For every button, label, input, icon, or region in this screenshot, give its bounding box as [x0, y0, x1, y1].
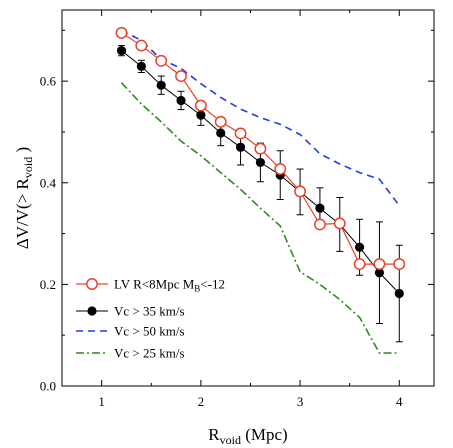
data-point-vc35: [394, 288, 404, 299]
series-line-vc25: [120, 82, 400, 354]
data-point-lv: [373, 258, 386, 271]
data-point-vc35: [176, 95, 186, 106]
data-point-vc35: [156, 80, 166, 90]
x-tick-label: 1: [98, 394, 105, 409]
legend-label-vc35: Vc > 35 km/s: [114, 304, 185, 319]
legend-label-vc25: Vc > 25 km/s: [114, 346, 185, 361]
data-point-lv: [115, 26, 128, 39]
data-point-lv: [333, 217, 346, 230]
data-point-lv: [194, 99, 207, 112]
legend-marker-lv: [86, 278, 98, 290]
x-axis-title: Rvoid (Mpc): [208, 425, 287, 447]
data-point-lv: [274, 163, 287, 175]
data-point-lv: [135, 39, 148, 52]
y-tick-label: 0.6: [40, 74, 57, 89]
y-tick-label: 0.0: [40, 379, 56, 394]
data-point-vc35: [255, 157, 265, 168]
y-axis-title: ΔV/V(> Rvoid ): [13, 147, 35, 249]
x-tick-label: 2: [198, 394, 205, 409]
data-point-vc35: [315, 203, 325, 213]
data-point-lv: [254, 142, 267, 155]
x-tick-label: 3: [297, 394, 304, 409]
data-point-lv: [214, 115, 227, 128]
x-tick-label: 4: [396, 394, 403, 409]
data-point-vc35: [355, 242, 365, 252]
y-tick-label: 0.2: [40, 277, 56, 292]
data-point-vc35: [196, 110, 206, 120]
data-point-lv: [294, 185, 307, 198]
legend-marker-vc35: [87, 306, 97, 316]
data-point-vc35: [136, 61, 146, 71]
data-point-vc35: [116, 46, 127, 56]
data-point-vc35: [216, 128, 226, 138]
data-point-lv: [393, 258, 406, 271]
data-point-lv: [353, 258, 366, 271]
legend-label-vc50: Vc > 50 km/s: [114, 324, 185, 339]
data-point-vc35: [374, 268, 385, 278]
legend-label-lv: LV R<8Mpc MB<-12: [114, 277, 225, 294]
data-point-vc35: [235, 142, 246, 152]
plot-frame: [61, 9, 435, 387]
y-tick-label: 0.4: [40, 175, 57, 190]
data-point-lv: [155, 54, 168, 67]
data-point-lv: [313, 218, 326, 231]
data-point-lv: [234, 127, 247, 140]
data-point-lv: [175, 70, 187, 83]
